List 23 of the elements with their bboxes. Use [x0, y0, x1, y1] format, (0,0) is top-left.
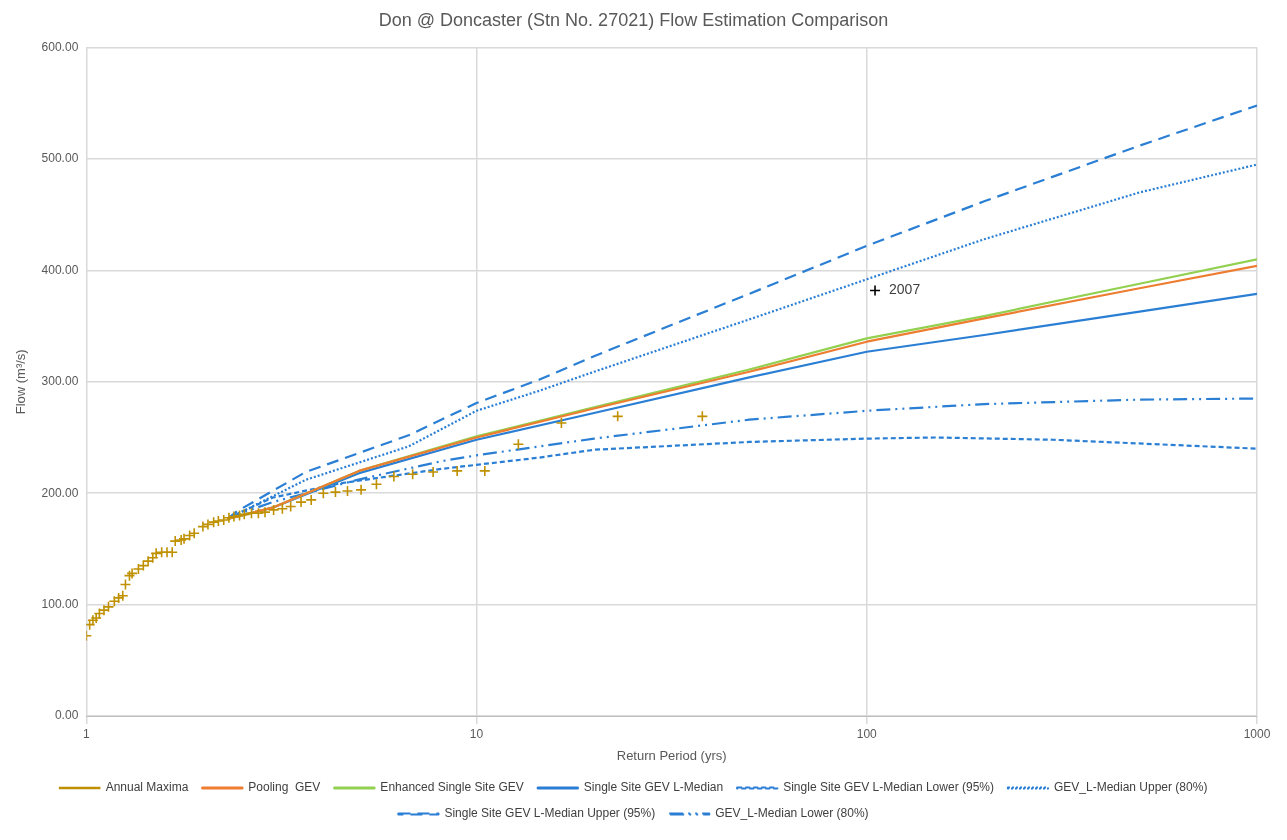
- legend-label: Single Site GEV L-Median: [583, 780, 724, 795]
- y-tick-label: 400.00: [41, 262, 79, 277]
- legend-label: Annual Maxima: [105, 780, 189, 795]
- x-tick-label: 1000: [1243, 726, 1271, 741]
- y-tick-label: 300.00: [41, 374, 79, 389]
- legend-label: Pooling GEV: [248, 780, 321, 795]
- x-tick-label: 100: [856, 726, 878, 741]
- y-axis-title: Flow (m³/s): [13, 349, 29, 415]
- x-tick-label: 10: [469, 726, 484, 741]
- y-tick-label: 0.00: [54, 708, 79, 723]
- y-tick-label: 600.00: [41, 39, 79, 54]
- annotation: 2007: [889, 281, 921, 298]
- legend-label: GEV_L-Median Upper (80%): [1053, 780, 1208, 795]
- legend-label: GEV_L-Median Lower (80%): [715, 806, 869, 821]
- y-tick-label: 500.00: [41, 151, 79, 166]
- legend-label: Single Site GEV L-Median Lower (95%): [783, 780, 994, 795]
- legend-label: Enhanced Single Site GEV: [380, 780, 524, 795]
- x-tick-label: 1: [82, 726, 90, 741]
- legend-label: Single Site GEV L-Median Upper (95%): [444, 806, 656, 821]
- y-tick-label: 200.00: [41, 485, 79, 500]
- y-tick-label: 100.00: [41, 596, 79, 611]
- x-axis-title: Return Period (yrs): [616, 747, 727, 763]
- chart-title: Don @ Doncaster (Stn No. 27021) Flow Estimation Comparison: [378, 9, 889, 30]
